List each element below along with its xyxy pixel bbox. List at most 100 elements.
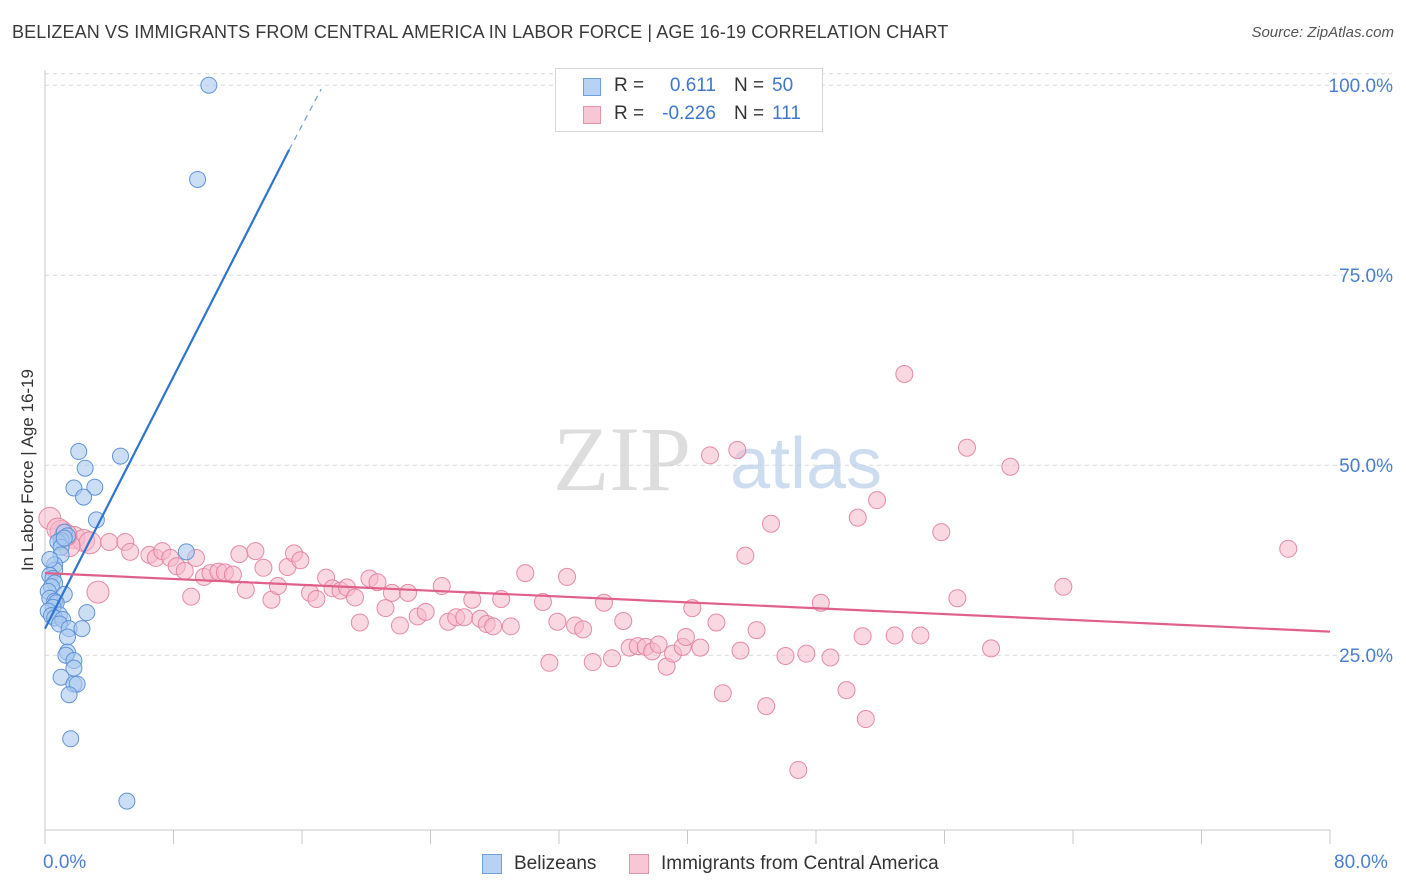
legend-r-value: -0.226 (662, 103, 716, 124)
immigrants-label: Immigrants from Central America (661, 853, 939, 874)
immigrants-point (885, 626, 904, 645)
immigrants-point (762, 514, 781, 533)
immigrants-point (932, 523, 951, 542)
immigrants-point (540, 653, 559, 672)
belizeans-point (73, 620, 91, 638)
immigrants-point (707, 613, 726, 632)
y-tick-label: 75.0% (1339, 266, 1393, 287)
legend-n-label: N = (734, 75, 765, 96)
chart-title: BELIZEAN VS IMMIGRANTS FROM CENTRAL AMER… (12, 22, 949, 42)
immigrants-point (691, 638, 710, 657)
immigrants-point (594, 593, 613, 612)
immigrants-point (1054, 577, 1073, 596)
immigrants-point (948, 589, 967, 608)
immigrants-point (376, 599, 395, 618)
immigrants-point (121, 542, 140, 561)
immigrants-point (382, 583, 401, 602)
immigrants-point (811, 593, 830, 612)
watermark-atlas: atlas (730, 424, 882, 504)
legend-row-belizeans: R = 0.611 N = 50 (556, 72, 822, 100)
immigrants-point (731, 641, 750, 660)
immigrants-point (603, 649, 622, 668)
immigrants-point (254, 558, 273, 577)
belizeans-point (58, 628, 76, 646)
belizeans-point (76, 459, 94, 477)
watermark: ZIP atlas (553, 408, 882, 510)
immigrants-point (246, 542, 265, 561)
immigrants-point (268, 577, 287, 596)
immigrants-point (713, 684, 732, 703)
immigrants-swatch (629, 854, 649, 874)
legend-n-value: 50 (772, 75, 794, 96)
immigrants-point (182, 587, 201, 606)
immigrants-point (236, 580, 255, 599)
immigrants-point (895, 365, 914, 383)
belizeans-points (39, 76, 218, 810)
immigrants-point (86, 580, 110, 604)
immigrants-point (957, 438, 976, 457)
belizeans-point (75, 488, 93, 506)
immigrants-point (757, 697, 776, 716)
immigrants-point (747, 621, 766, 640)
immigrants-point (291, 551, 310, 570)
immigrants-point (728, 441, 747, 459)
legend-r-value: 0.611 (669, 75, 716, 96)
belizeans-trend-line (44, 149, 291, 630)
immigrants-point (982, 639, 1001, 658)
legend-swatch-blue (583, 78, 601, 96)
belizeans-point (70, 443, 88, 461)
immigrants-point (223, 565, 242, 584)
immigrants-point (346, 588, 365, 607)
belizeans-point (86, 478, 104, 496)
immigrants-point (533, 593, 552, 611)
immigrants-point (574, 620, 593, 639)
y-tick-label: 100.0% (1329, 76, 1394, 97)
watermark-zip: ZIP (553, 408, 691, 510)
x-axis-min-label: 0.0% (43, 852, 87, 873)
immigrants-point (484, 617, 503, 636)
belizeans-point (78, 604, 96, 622)
immigrants-point (416, 602, 435, 621)
immigrants-point (649, 635, 668, 654)
immigrants-point (837, 681, 856, 700)
legend-swatch-pink (583, 106, 601, 124)
immigrants-point (390, 616, 409, 635)
legend-n-value: 111 (772, 103, 801, 124)
y-tick-label: 50.0% (1339, 456, 1393, 477)
immigrants-point (614, 612, 633, 630)
immigrants-point (399, 583, 418, 602)
legend-r-label: R = (614, 103, 645, 124)
legend-n-label: N = (734, 103, 765, 124)
immigrants-point (307, 589, 326, 608)
belizeans-point (111, 447, 129, 465)
immigrants-point (911, 626, 930, 645)
y-tick-labels: 25.0% 50.0% 75.0% 100.0% (1329, 76, 1394, 667)
immigrants-point (558, 567, 577, 586)
grid-lines (45, 73, 1392, 656)
correlation-legend: R = 0.611 N = 50 R = -0.226 N = 111 (555, 68, 823, 132)
immigrants-point (868, 491, 887, 510)
immigrants-point (821, 648, 840, 667)
belizeans-trend-extension (288, 88, 322, 151)
y-tick-label: 25.0% (1339, 646, 1393, 667)
immigrants-point (548, 612, 567, 631)
belizeans-point (189, 170, 207, 188)
series-legend: Belizeans Immigrants from Central Americ… (0, 852, 1406, 878)
immigrants-trend-line (44, 572, 1331, 633)
immigrants-point (100, 532, 119, 551)
immigrants-point (853, 627, 872, 646)
immigrants-point (700, 446, 719, 465)
immigrants-point (501, 617, 520, 636)
immigrants-point (455, 608, 474, 627)
immigrants-points (38, 365, 1298, 779)
belizeans-point (41, 550, 59, 568)
belizeans-label: Belizeans (514, 853, 597, 874)
source-label: Source: ZipAtlas.com (1251, 24, 1394, 41)
belizeans-swatch (482, 854, 502, 874)
immigrants-point (736, 546, 755, 565)
belizeans-point (177, 543, 195, 561)
immigrants-point (676, 627, 695, 646)
immigrants-point (1001, 457, 1020, 476)
immigrants-point (848, 508, 867, 527)
